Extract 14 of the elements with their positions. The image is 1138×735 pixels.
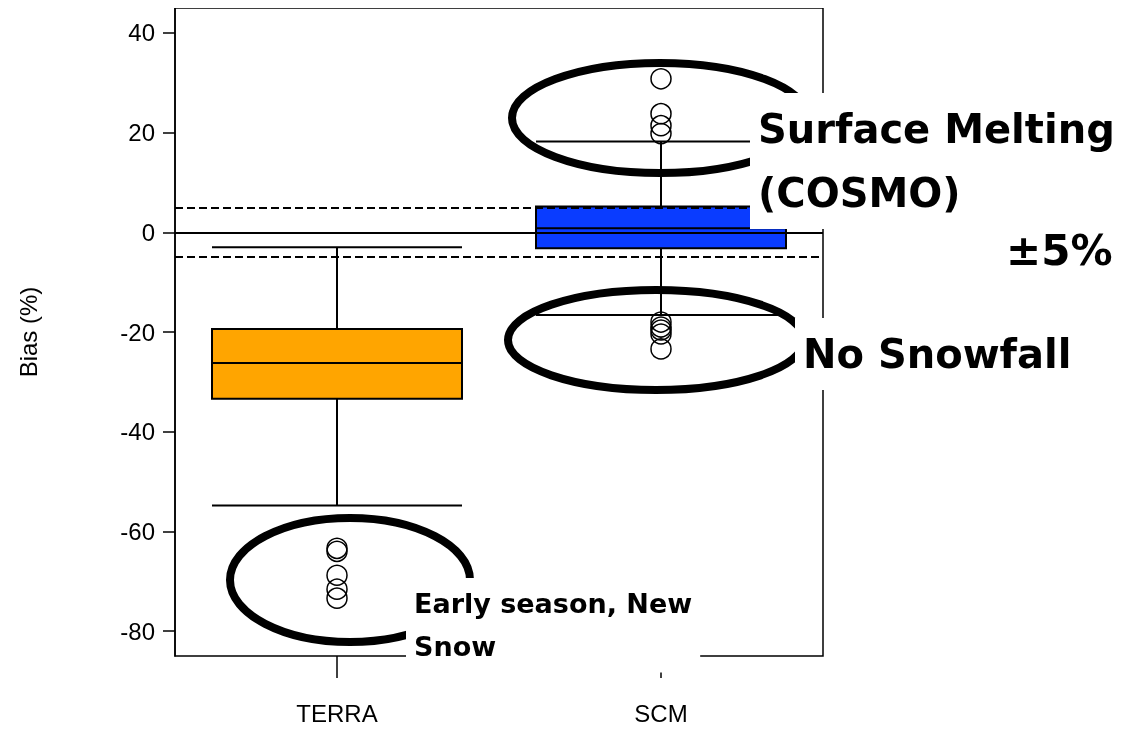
y-tick-label: -60 (120, 517, 155, 545)
y-tick-label: -40 (120, 418, 155, 446)
text: ±5% (1006, 226, 1113, 276)
x-tick-label: TERRA (296, 699, 378, 727)
y-tick-label: -80 (120, 617, 155, 645)
y-tick-label: -20 (120, 318, 155, 346)
y-tick-label: 0 (141, 218, 155, 246)
annotation: No Snowfall (803, 331, 1072, 377)
annotation: Surface Melting (COSMO) (758, 106, 1115, 216)
y-tick-label: 40 (128, 19, 155, 47)
annotation: Early season, New Snow (414, 588, 693, 663)
x-tick-label: SCM (634, 699, 688, 727)
y-axis-title: Bias (%) (14, 286, 42, 378)
y-tick-label: 20 (128, 119, 155, 147)
